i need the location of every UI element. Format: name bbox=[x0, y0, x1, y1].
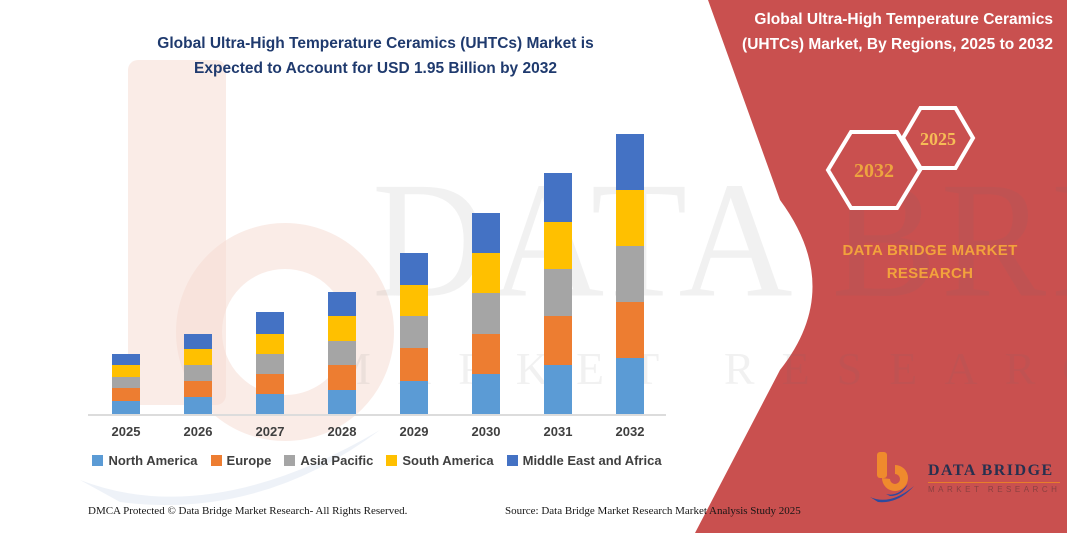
bar-2031-segment-middle-east-and-africa bbox=[544, 172, 572, 222]
legend-label: South America bbox=[402, 453, 494, 468]
page-title-line2: Expected to Account for USD 1.95 Billion… bbox=[194, 59, 557, 77]
legend-swatch-icon bbox=[284, 455, 296, 466]
x-axis-label-2030: 2030 bbox=[471, 424, 501, 439]
company-logo: DATA BRIDGE MARKET RESEARCH bbox=[868, 450, 1061, 506]
bar-2031-segment-north-america bbox=[544, 365, 572, 414]
legend-label: Middle East and Africa bbox=[522, 453, 662, 468]
panel-title: Global Ultra-High Temperature Ceramics (… bbox=[742, 11, 1053, 53]
bar-2025-segment-middle-east-and-africa bbox=[112, 353, 140, 366]
x-axis-label-2028: 2028 bbox=[327, 424, 357, 439]
bar-2030-segment-asia-pacific bbox=[472, 293, 500, 334]
legend-label: Asia Pacific bbox=[300, 453, 374, 468]
hexagon-start-year-label: 2025 bbox=[920, 129, 956, 149]
hexagon-end-year-label: 2032 bbox=[854, 160, 894, 182]
bar-2029-segment-south-america bbox=[400, 284, 428, 317]
bar-2032-segment-asia-pacific bbox=[616, 246, 644, 302]
bar-2027-segment-europe bbox=[256, 373, 284, 394]
bar-2027 bbox=[256, 312, 284, 414]
page-title: Global Ultra-High Temperature Ceramics (… bbox=[88, 32, 663, 82]
legend-item-asia-pacific: Asia Pacific bbox=[284, 453, 373, 468]
bar-2028-segment-south-america bbox=[328, 316, 356, 341]
legend-swatch-icon bbox=[506, 455, 518, 466]
bar-2029-segment-north-america bbox=[400, 381, 428, 414]
legend-swatch-icon bbox=[210, 455, 222, 466]
forecast-years-hexagons: 2025 2032 bbox=[825, 106, 976, 210]
legend-item-south-america: South America bbox=[386, 453, 494, 468]
bar-2027-segment-middle-east-and-africa bbox=[256, 312, 284, 334]
bar-2030-segment-middle-east-and-africa bbox=[472, 213, 500, 254]
bar-2030-segment-south-america bbox=[472, 253, 500, 294]
bar-2029 bbox=[400, 253, 428, 414]
bar-2032 bbox=[616, 134, 644, 414]
panel-brand-line1: DATA BRIDGE MARKET bbox=[842, 242, 1018, 259]
legend-label: Europe bbox=[226, 453, 272, 468]
bar-2027-segment-asia-pacific bbox=[256, 353, 284, 374]
bar-2029-segment-middle-east-and-africa bbox=[400, 253, 428, 285]
legend-item-europe: Europe bbox=[210, 453, 272, 468]
legend-label: North America bbox=[108, 453, 198, 468]
legend-swatch-icon bbox=[92, 455, 104, 466]
bar-2032-segment-middle-east-and-africa bbox=[616, 134, 644, 190]
hexagon-end-year bbox=[825, 130, 923, 210]
bar-2030 bbox=[472, 213, 500, 414]
bar-2028-segment-middle-east-and-africa bbox=[328, 292, 356, 317]
bar-2026-segment-asia-pacific bbox=[184, 365, 212, 382]
bar-2031-segment-south-america bbox=[544, 221, 572, 270]
bar-2031-segment-asia-pacific bbox=[544, 269, 572, 317]
bar-2028-segment-north-america bbox=[328, 389, 356, 414]
bar-2029-segment-europe bbox=[400, 348, 428, 381]
legend-item-middle-east-and-africa: Middle East and Africa bbox=[506, 453, 662, 468]
source-note: Source: Data Bridge Market Research Mark… bbox=[505, 505, 801, 517]
bar-2027-segment-north-america bbox=[256, 393, 284, 414]
bar-2026 bbox=[184, 333, 212, 414]
bar-2028-segment-europe bbox=[328, 365, 356, 390]
bar-2026-segment-south-america bbox=[184, 349, 212, 366]
bar-2026-segment-north-america bbox=[184, 396, 212, 414]
logo-name-text: DATA BRIDGE bbox=[928, 462, 1061, 483]
red-ribbon-shape bbox=[695, 0, 1067, 533]
x-axis-label-2031: 2031 bbox=[543, 424, 573, 439]
bar-2028 bbox=[328, 292, 356, 414]
bar-2025 bbox=[112, 353, 140, 414]
dmca-notice: DMCA Protected © Data Bridge Market Rese… bbox=[88, 505, 408, 517]
stacked-bar-chart bbox=[88, 120, 666, 416]
x-axis-label-2027: 2027 bbox=[255, 424, 285, 439]
bar-2030-segment-europe bbox=[472, 333, 500, 374]
bar-2031-segment-europe bbox=[544, 316, 572, 366]
bar-2030-segment-north-america bbox=[472, 373, 500, 414]
x-axis-label-2032: 2032 bbox=[615, 424, 645, 439]
panel-brand-text: DATA BRIDGE MARKET RESEARCH bbox=[805, 240, 1055, 285]
bar-2025-segment-asia-pacific bbox=[112, 376, 140, 389]
logo-names: DATA BRIDGE MARKET RESEARCH bbox=[928, 462, 1061, 494]
bar-2028-segment-asia-pacific bbox=[328, 340, 356, 366]
x-axis-line bbox=[88, 414, 666, 416]
bar-2027-segment-south-america bbox=[256, 333, 284, 354]
page-title-line1: Global Ultra-High Temperature Ceramics (… bbox=[157, 35, 594, 52]
x-axis-labels: 2025 2026 2027 2028 2029 2030 2031 2032 bbox=[88, 424, 666, 442]
legend-item-north-america: North America bbox=[92, 453, 198, 468]
bar-2029-segment-asia-pacific bbox=[400, 316, 428, 348]
bar-2032-segment-north-america bbox=[616, 358, 644, 414]
data-bridge-logo-icon bbox=[870, 452, 914, 503]
legend-swatch-icon bbox=[386, 455, 398, 466]
bar-2032-segment-south-america bbox=[616, 190, 644, 246]
x-axis-label-2026: 2026 bbox=[183, 424, 213, 439]
bar-2025-segment-europe bbox=[112, 388, 140, 402]
x-axis-label-2025: 2025 bbox=[111, 424, 141, 439]
bar-2031 bbox=[544, 172, 572, 414]
panel-brand-line2: RESEARCH bbox=[886, 264, 974, 282]
x-axis-label-2029: 2029 bbox=[399, 424, 429, 439]
bar-2026-segment-middle-east-and-africa bbox=[184, 333, 212, 350]
bar-2025-segment-south-america bbox=[112, 365, 140, 377]
bar-2026-segment-europe bbox=[184, 381, 212, 397]
bar-2025-segment-north-america bbox=[112, 401, 140, 414]
logo-subtitle-text: MARKET RESEARCH bbox=[928, 485, 1061, 494]
bar-2032-segment-europe bbox=[616, 302, 644, 358]
chart-legend: North America Europe Asia Pacific South Ame… bbox=[80, 453, 674, 468]
